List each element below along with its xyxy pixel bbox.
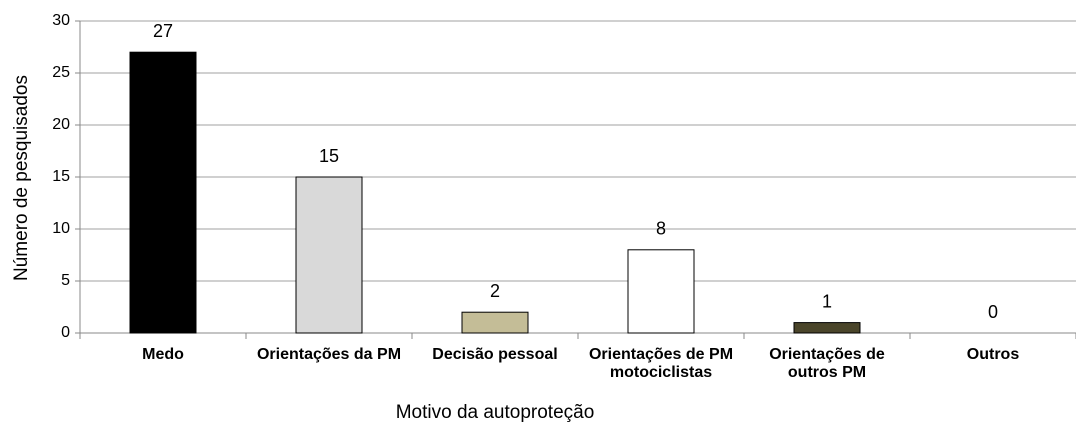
x-tick-label: Orientações de PM motociclistas (588, 346, 734, 381)
y-tick-label: 20 (52, 116, 70, 133)
y-tick-label: 5 (61, 272, 70, 289)
y-tick-label: 25 (52, 64, 70, 81)
y-tick-label: 30 (52, 12, 70, 29)
bar (627, 249, 695, 334)
y-tick-label: 0 (61, 324, 70, 341)
value-label: 1 (822, 291, 832, 311)
bar (793, 322, 861, 334)
y-axis-title: Número de pesquisados (11, 75, 32, 281)
bar (129, 51, 197, 334)
x-tick-label: Decisão pessoal (432, 346, 558, 363)
value-label: 27 (153, 21, 173, 41)
value-label: 0 (988, 302, 998, 322)
bar (461, 311, 529, 334)
x-tick-label: Outros (966, 346, 1020, 363)
value-label: 15 (319, 146, 339, 166)
x-axis-title: Motivo da autoproteção (396, 402, 595, 423)
x-tick-label: Orientações de outros PM (769, 346, 885, 381)
x-tick-label: Orientações da PM (256, 346, 402, 363)
value-label: 2 (490, 281, 500, 301)
value-label: 8 (656, 219, 666, 239)
y-tick-label: 10 (52, 220, 70, 237)
x-tick-label: Medo (142, 346, 184, 363)
y-tick-label: 15 (52, 168, 70, 185)
bar (295, 176, 363, 334)
